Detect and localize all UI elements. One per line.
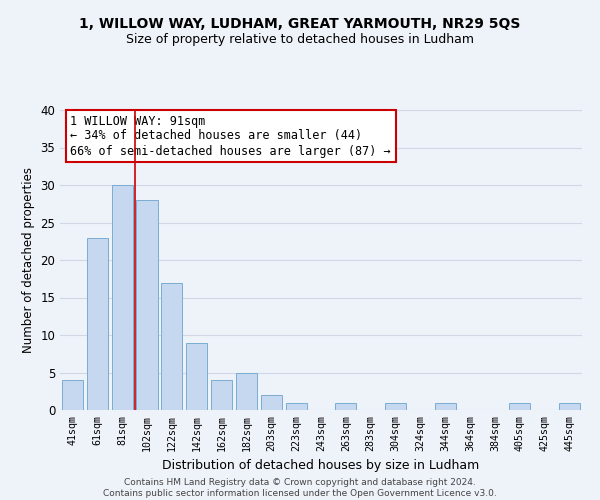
Bar	[236, 372, 257, 410]
Bar	[559, 402, 580, 410]
Bar	[435, 402, 456, 410]
Text: Contains HM Land Registry data © Crown copyright and database right 2024.
Contai: Contains HM Land Registry data © Crown c…	[103, 478, 497, 498]
Bar	[261, 395, 282, 410]
Bar	[286, 402, 307, 410]
Bar	[161, 282, 182, 410]
Bar	[62, 380, 83, 410]
Text: 1 WILLOW WAY: 91sqm
← 34% of detached houses are smaller (44)
66% of semi-detach: 1 WILLOW WAY: 91sqm ← 34% of detached ho…	[70, 114, 391, 158]
Bar	[335, 402, 356, 410]
Bar	[211, 380, 232, 410]
Bar	[136, 200, 158, 410]
Bar	[385, 402, 406, 410]
Bar	[112, 185, 133, 410]
Text: Size of property relative to detached houses in Ludham: Size of property relative to detached ho…	[126, 32, 474, 46]
Y-axis label: Number of detached properties: Number of detached properties	[22, 167, 35, 353]
Bar	[509, 402, 530, 410]
Bar	[186, 342, 207, 410]
Text: 1, WILLOW WAY, LUDHAM, GREAT YARMOUTH, NR29 5QS: 1, WILLOW WAY, LUDHAM, GREAT YARMOUTH, N…	[79, 18, 521, 32]
Bar	[87, 238, 108, 410]
X-axis label: Distribution of detached houses by size in Ludham: Distribution of detached houses by size …	[163, 459, 479, 472]
